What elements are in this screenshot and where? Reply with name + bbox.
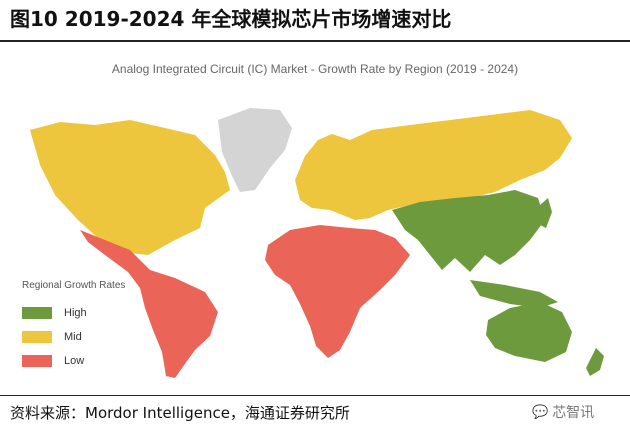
- world-map: [30, 108, 604, 378]
- legend-label-mid: Mid: [64, 331, 82, 343]
- watermark: 💬 芯智讯: [532, 402, 594, 422]
- region-new-zealand: [586, 348, 604, 376]
- legend-label-low: Low: [64, 355, 85, 367]
- wechat-icon: 💬: [532, 404, 549, 420]
- region-north-america: [30, 120, 230, 255]
- top-divider: [0, 40, 630, 42]
- region-middle-east-africa: [265, 225, 410, 358]
- legend-swatch-low: [22, 355, 52, 367]
- legend-label-high: High: [64, 307, 87, 319]
- region-latin-america: [80, 230, 218, 378]
- legend-swatch-mid: [22, 331, 52, 343]
- legend: Regional Growth Rates High Mid Low: [22, 280, 125, 373]
- source-note: 资料来源：Mordor Intelligence，海通证券研究所: [10, 404, 350, 422]
- region-japan: [538, 198, 552, 228]
- region-europe-russia: [295, 110, 572, 220]
- legend-item-mid: Mid: [22, 325, 125, 349]
- legend-swatch-high: [22, 307, 52, 319]
- watermark-text: 芯智讯: [552, 405, 595, 421]
- region-greenland: [218, 108, 292, 192]
- legend-item-low: Low: [22, 349, 125, 373]
- region-australia: [486, 302, 572, 362]
- legend-item-high: High: [22, 301, 125, 325]
- legend-title: Regional Growth Rates: [22, 280, 126, 291]
- figure-title: 图10 2019-2024 年全球模拟芯片市场增速对比: [10, 7, 452, 31]
- bottom-divider: [0, 395, 630, 396]
- map-title: Analog Integrated Circuit (IC) Market - …: [111, 62, 519, 76]
- region-se-asia-islands: [470, 280, 558, 308]
- region-asia-pacific: [392, 190, 545, 272]
